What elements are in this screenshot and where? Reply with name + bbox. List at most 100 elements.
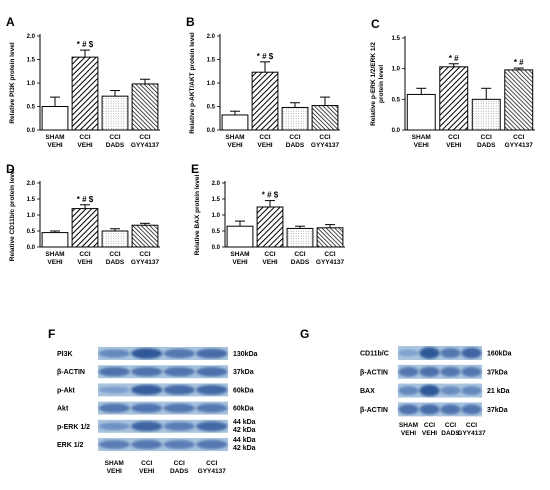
protein-label: PI3K <box>57 351 73 358</box>
protein-label: p-Akt <box>57 387 76 394</box>
lane-label: CCI VEHI <box>422 422 437 437</box>
panel-letter: G <box>300 327 309 341</box>
bar-3 <box>281 106 309 131</box>
bar-3 <box>101 230 129 248</box>
y-tick-label: 2.0 <box>27 181 36 187</box>
blot-band <box>131 421 163 432</box>
blot-band <box>131 384 163 396</box>
x-tick-label: SHAM VEHI <box>45 134 64 149</box>
x-tick-label: CCI DADS <box>477 134 496 149</box>
blot-band <box>419 366 440 377</box>
blot-row: p-ERK 1/2 44 kDa 42 kDa <box>57 419 256 434</box>
y-tick-label: 1.0 <box>392 67 401 73</box>
panel-letter: F <box>48 327 55 341</box>
y-tick-label: 1.0 <box>207 81 216 87</box>
blot-band <box>196 384 228 395</box>
significance-label: * # $ <box>77 40 94 49</box>
blot-band <box>419 347 440 359</box>
blot-band <box>163 421 195 431</box>
x-tick-label: CCI DADS <box>106 251 125 266</box>
bar-3 <box>101 95 129 131</box>
bar-3 <box>471 98 501 131</box>
lane-label: CCI GYY4137 <box>457 422 486 437</box>
blot-band <box>98 386 130 394</box>
lane-label: CCI DADS <box>441 422 460 437</box>
y-tick-label: 0.5 <box>27 229 36 235</box>
y-tick-label: 2.0 <box>27 34 36 40</box>
blot-row: CD11b/C 160kDa <box>360 346 512 360</box>
x-tick-label: CCI DADS <box>286 134 305 149</box>
blot-strip <box>98 347 228 360</box>
x-tick-label: CCI GYY4137 <box>131 134 160 149</box>
bar-2 <box>439 66 469 131</box>
significance-label: * # $ <box>77 195 94 204</box>
x-tick-label: CCI DADS <box>291 251 310 266</box>
y-tick-label: 0.0 <box>212 245 221 251</box>
blot-band <box>98 349 130 358</box>
blot-band <box>131 366 163 377</box>
lane-label: CCI GYY4137 <box>198 460 227 475</box>
protein-label: ERK 1/2 <box>57 442 84 449</box>
blot-band <box>196 439 228 450</box>
blot-band <box>461 386 482 396</box>
bar-4 <box>316 227 344 248</box>
bar-4 <box>504 69 534 131</box>
y-tick-label: 0.5 <box>207 105 216 111</box>
x-tick-label: SHAM VEHI <box>230 251 249 266</box>
blot-band <box>131 348 163 359</box>
bar-4 <box>131 83 159 131</box>
y-tick-label: 1.5 <box>207 58 216 64</box>
blot-strip <box>98 365 228 379</box>
chart-panel-D: D 0.0 0.5 1.0 1.5 2.0 Relative CD11b/c protein… <box>6 162 160 266</box>
y-tick-label: 0.5 <box>392 97 401 103</box>
bar-1 <box>221 114 249 131</box>
y-tick-label: 1.5 <box>392 36 401 42</box>
x-tick-label: CCI GYY4137 <box>311 134 340 149</box>
lane-label: SHAM VEHI <box>105 460 124 475</box>
blot-row: β-ACTIN 37kDa <box>360 364 508 379</box>
x-tick-label: SHAM VEHI <box>412 134 431 149</box>
blot-band <box>163 440 195 449</box>
bar-2 <box>256 206 284 248</box>
blot-band <box>98 403 130 413</box>
kda-label: 37kDa <box>487 369 508 376</box>
blot-band <box>196 348 228 359</box>
blot-strip <box>398 383 482 398</box>
blot-band <box>419 384 440 397</box>
y-axis-label: Relative CD11b/c protein level <box>9 169 16 262</box>
significance-label: * # $ <box>257 52 274 61</box>
blot-band <box>163 348 195 359</box>
panel-letter: B <box>186 15 195 29</box>
chart-panel-C: C 0.0 0.5 1.0 1.5 Relative p-ERK 1/2/ERK 1/2p… <box>370 17 535 149</box>
y-axis-label: Relative p-ERK 1/2/ERK 1/2protein level <box>370 42 385 126</box>
y-tick-label: 2.0 <box>207 34 216 40</box>
x-tick-label: SHAM VEHI <box>225 134 244 149</box>
y-tick-label: 2.0 <box>212 181 221 187</box>
blot-row: β-ACTIN 37kDa <box>57 365 254 379</box>
blot-band <box>440 404 461 415</box>
protein-label: β-ACTIN <box>57 369 85 376</box>
x-tick-label: CCI GYY4137 <box>505 134 534 149</box>
x-tick-label: CCI VEHI <box>446 134 461 149</box>
blot-band <box>461 366 482 377</box>
y-tick-label: 0.5 <box>212 229 221 235</box>
blot-band <box>196 366 228 377</box>
y-tick-label: 1.0 <box>27 81 36 87</box>
panel-letter: D <box>6 162 15 176</box>
x-tick-label: CCI VEHI <box>77 251 92 266</box>
protein-label: Akt <box>57 406 69 413</box>
blot-band <box>196 421 228 432</box>
y-tick-label: 1.5 <box>212 197 221 203</box>
significance-label: * # <box>449 54 459 63</box>
blot-band <box>398 404 419 415</box>
blot-band <box>398 366 419 377</box>
chart-panel-E: E 0.0 0.5 1.0 1.5 2.0 Relative BAX protein lev… <box>191 162 345 266</box>
blot-band <box>163 367 195 377</box>
significance-label: * # $ <box>262 191 279 200</box>
kda-label: 44 kDa 42 kDa <box>233 419 256 434</box>
blot-strip <box>398 364 482 379</box>
blot-band <box>461 347 482 359</box>
y-tick-label: 0.5 <box>27 105 36 111</box>
panel-letter: A <box>6 15 15 29</box>
